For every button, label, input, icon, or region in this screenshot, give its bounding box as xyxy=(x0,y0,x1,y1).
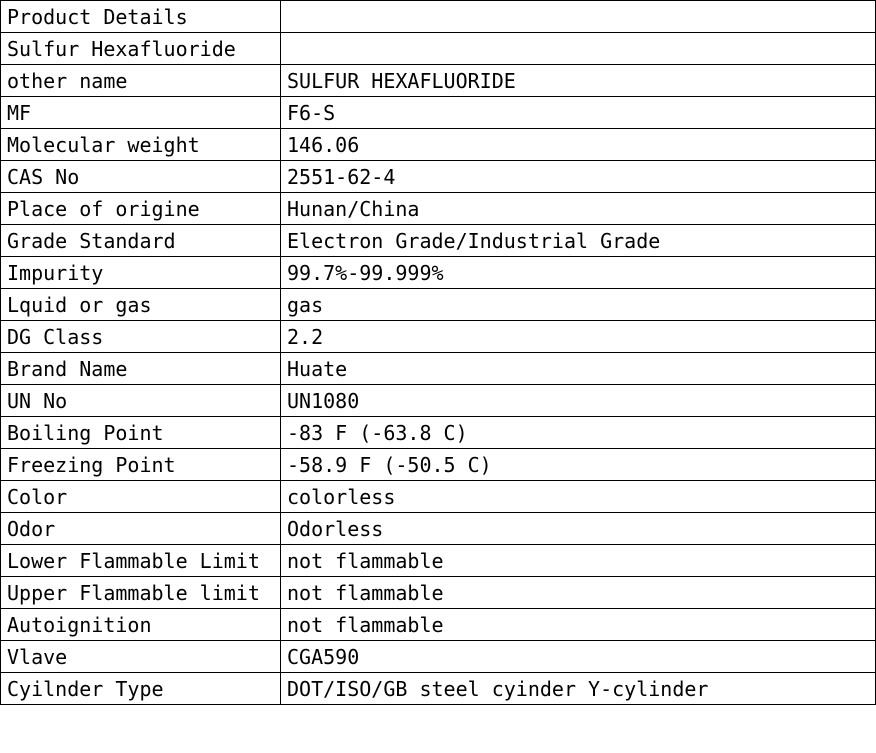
property-value-cell: 2.2 xyxy=(281,321,876,353)
property-value-cell: not flammable xyxy=(281,545,876,577)
property-name-cell: Product Details xyxy=(1,1,281,33)
property-name-cell: Freezing Point xyxy=(1,449,281,481)
property-value-cell: Hunan/China xyxy=(281,193,876,225)
property-value-cell: 146.06 xyxy=(281,129,876,161)
property-name-cell: Lower Flammable Limit xyxy=(1,545,281,577)
property-value-cell xyxy=(281,1,876,33)
property-value-cell: -58.9 F (-50.5 C) xyxy=(281,449,876,481)
property-name-cell: Molecular weight xyxy=(1,129,281,161)
property-value-cell: CGA590 xyxy=(281,641,876,673)
table-row: Product Details xyxy=(1,1,876,33)
property-name-cell: Grade Standard xyxy=(1,225,281,257)
property-name-cell: Upper Flammable limit xyxy=(1,577,281,609)
table-row: VlaveCGA590 xyxy=(1,641,876,673)
property-value-cell: not flammable xyxy=(281,609,876,641)
property-value-cell: 2551-62-4 xyxy=(281,161,876,193)
table-row: other name SULFUR HEXAFLUORIDE xyxy=(1,65,876,97)
table-row: Place of origineHunan/China xyxy=(1,193,876,225)
table-row: Brand NameHuate xyxy=(1,353,876,385)
property-value-cell: Huate xyxy=(281,353,876,385)
table-row: Grade StandardElectron Grade/Industrial … xyxy=(1,225,876,257)
table-row: Sulfur Hexafluoride xyxy=(1,33,876,65)
product-details-table: Product DetailsSulfur Hexafluorideother … xyxy=(0,0,876,705)
table-body: Product DetailsSulfur Hexafluorideother … xyxy=(1,1,876,705)
property-name-cell: CAS No xyxy=(1,161,281,193)
property-name-cell: Vlave xyxy=(1,641,281,673)
property-value-cell: not flammable xyxy=(281,577,876,609)
property-value-cell: gas xyxy=(281,289,876,321)
table-row: DG Class2.2 xyxy=(1,321,876,353)
table-row: Autoignitionnot flammable xyxy=(1,609,876,641)
property-name-cell: Odor xyxy=(1,513,281,545)
property-value-cell: UN1080 xyxy=(281,385,876,417)
property-name-cell: other name xyxy=(1,65,281,97)
property-value-cell xyxy=(281,33,876,65)
table-row: Upper Flammable limitnot flammable xyxy=(1,577,876,609)
property-value-cell: DOT/ISO/GB steel cyinder Y-cylinder xyxy=(281,673,876,705)
table-row: Lquid or gasgas xyxy=(1,289,876,321)
table-row: Cyilnder TypeDOT/ISO/GB steel cyinder Y-… xyxy=(1,673,876,705)
property-name-cell: Cyilnder Type xyxy=(1,673,281,705)
table-row: Boiling Point -83 F (-63.8 C) xyxy=(1,417,876,449)
table-row: Molecular weight146.06 xyxy=(1,129,876,161)
property-name-cell: MF xyxy=(1,97,281,129)
property-value-cell: colorless xyxy=(281,481,876,513)
property-name-cell: Impurity xyxy=(1,257,281,289)
table-row: CAS No2551-62-4 xyxy=(1,161,876,193)
property-name-cell: Lquid or gas xyxy=(1,289,281,321)
property-value-cell: 99.7%-99.999% xyxy=(281,257,876,289)
table-row: UN No UN1080 xyxy=(1,385,876,417)
table-row: Impurity99.7%-99.999% xyxy=(1,257,876,289)
table-row: Color colorless xyxy=(1,481,876,513)
property-value-cell: F6-S xyxy=(281,97,876,129)
property-name-cell: Color xyxy=(1,481,281,513)
property-name-cell: DG Class xyxy=(1,321,281,353)
property-name-cell: Autoignition xyxy=(1,609,281,641)
property-value-cell: SULFUR HEXAFLUORIDE xyxy=(281,65,876,97)
property-name-cell: UN No xyxy=(1,385,281,417)
property-value-cell: -83 F (-63.8 C) xyxy=(281,417,876,449)
property-value-cell: Odorless xyxy=(281,513,876,545)
table-row: OdorOdorless xyxy=(1,513,876,545)
property-value-cell: Electron Grade/Industrial Grade xyxy=(281,225,876,257)
property-name-cell: Sulfur Hexafluoride xyxy=(1,33,281,65)
property-name-cell: Brand Name xyxy=(1,353,281,385)
table-row: Freezing Point-58.9 F (-50.5 C) xyxy=(1,449,876,481)
property-name-cell: Boiling Point xyxy=(1,417,281,449)
table-row: Lower Flammable Limitnot flammable xyxy=(1,545,876,577)
table-row: MF F6-S xyxy=(1,97,876,129)
property-name-cell: Place of origine xyxy=(1,193,281,225)
product-details-table-container: Product DetailsSulfur Hexafluorideother … xyxy=(0,0,876,705)
